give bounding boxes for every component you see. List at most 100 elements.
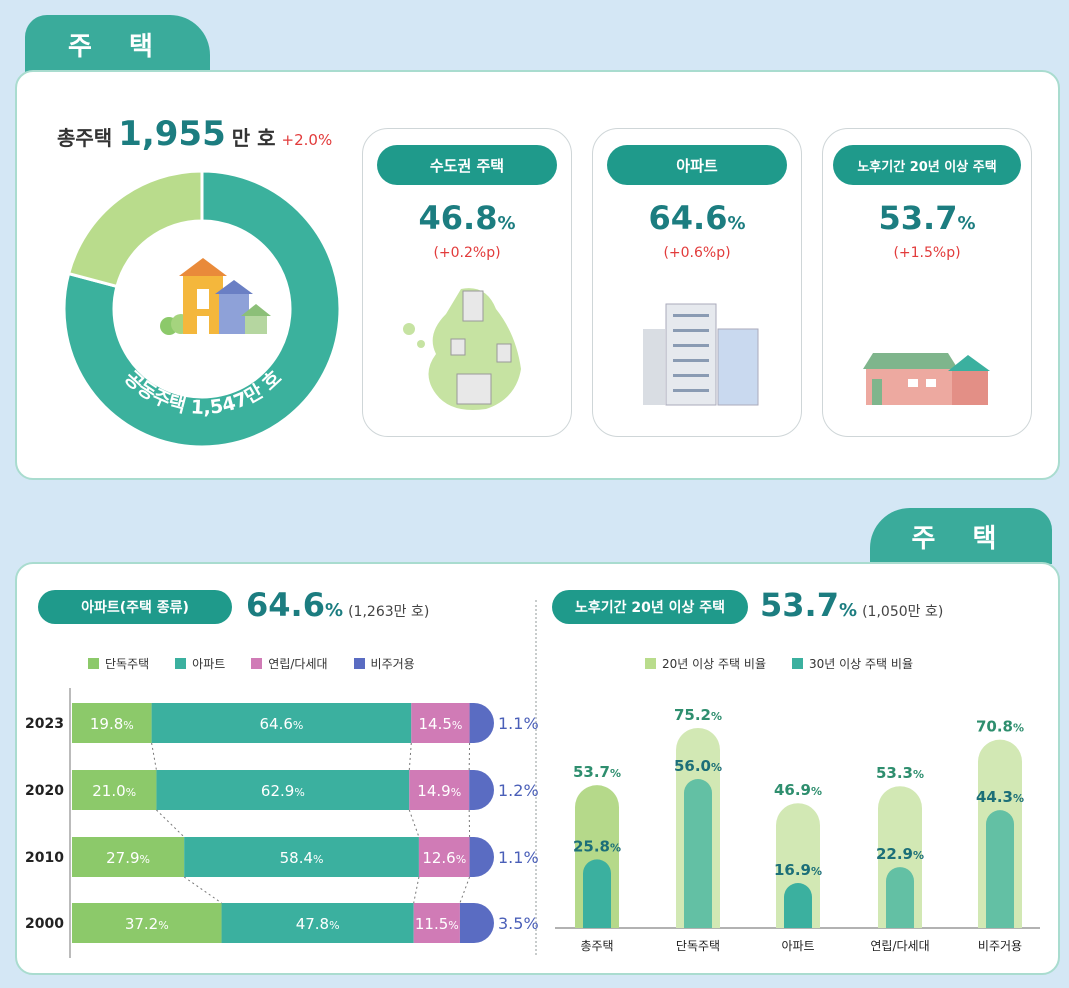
tab-title: 주 택	[68, 31, 167, 62]
category-label: 아파트	[781, 939, 814, 953]
housing-donut: 공동주택 1,547만 호	[62, 169, 342, 449]
legend-item: 단독주택	[88, 655, 149, 672]
bar	[986, 810, 1014, 928]
data-label: 25.8%	[573, 837, 621, 855]
data-label: 1.2%	[498, 781, 539, 800]
connector-line	[156, 809, 185, 838]
top-tab: 주 택	[25, 15, 210, 73]
connector-line	[151, 742, 157, 771]
data-label: 27.9%	[106, 849, 150, 867]
house-illustration-icon	[160, 258, 271, 335]
donut-slice	[66, 169, 204, 289]
left-legend: 단독주택 아파트 연립/다세대 비주거용	[88, 655, 415, 672]
card-title: 수도권 주택	[377, 145, 557, 185]
year-label: 2020	[25, 783, 64, 799]
data-label: 58.4%	[280, 849, 324, 867]
bar-segment	[221, 903, 414, 943]
bar	[784, 883, 812, 928]
legend-item: 20년 이상 주택 비율	[645, 655, 766, 672]
tab-title: 주 택	[911, 523, 1011, 554]
card-capital-area: 수도권 주택 46.8% (+0.2%p)	[362, 128, 572, 437]
legend-item: 아파트	[175, 655, 225, 672]
total-label: 총주택	[57, 126, 113, 150]
category-label: 비주거용	[978, 939, 1022, 953]
apartment-type-chart: 2023 19.8% 64.6% 14.5% 1.1% 2020 21.0% 62.9% 14.…	[25, 688, 539, 958]
card-value: 53.7%	[878, 199, 976, 237]
data-label: 46.9%	[774, 781, 822, 799]
bar-segment	[72, 703, 152, 743]
card-value: 64.6%	[648, 199, 746, 237]
card-apartment: 아파트 64.6% (+0.6%p)	[592, 128, 802, 437]
connector-line	[413, 876, 420, 904]
bar-segment	[72, 903, 222, 943]
bottom-tab: 주 택	[870, 508, 1052, 564]
card-value: 46.8%	[418, 199, 516, 237]
legend-item: 30년 이상 주택 비율	[792, 655, 913, 672]
data-label: 75.2%	[674, 706, 722, 724]
total-houses: 총주택 1,955 만 호 +2.0%	[57, 114, 332, 154]
data-label: 11.5%	[415, 915, 459, 933]
bar-segment	[409, 770, 470, 810]
data-label: 22.9%	[876, 845, 924, 863]
data-label: 44.3%	[976, 788, 1024, 806]
bar-segment	[413, 903, 460, 943]
bar-segment	[469, 770, 494, 810]
bar-segment	[469, 837, 494, 877]
total-unit: 만 호	[231, 126, 276, 150]
bar-segment	[72, 770, 157, 810]
data-label: 14.5%	[419, 715, 463, 733]
bar-segment	[469, 703, 494, 743]
data-label: 37.2%	[125, 915, 169, 933]
data-label: 14.9%	[417, 782, 461, 800]
card-change: (+0.2%p)	[433, 245, 501, 261]
donut-slice	[62, 169, 342, 449]
category-label: 총주택	[580, 939, 613, 953]
card-title: 아파트	[607, 145, 787, 185]
data-label: 53.7%	[573, 763, 621, 781]
data-label: 53.3%	[876, 764, 924, 782]
data-label: 1.1%	[498, 848, 539, 867]
apartment-type-pill: 아파트(주택 종류)	[38, 590, 232, 624]
year-label: 2000	[25, 916, 64, 932]
card-change: (+1.5%p)	[893, 245, 961, 261]
right-legend: 20년 이상 주택 비율 30년 이상 주택 비율	[645, 655, 913, 672]
card-title: 노후기간 20년 이상 주택	[833, 145, 1021, 185]
data-label: 1.1%	[498, 714, 539, 733]
data-label: 64.6%	[260, 715, 304, 733]
bar-segment	[156, 770, 410, 810]
aged-share: 53.7% (1,050만 호)	[760, 586, 944, 624]
category-label: 단독주택	[676, 939, 720, 953]
aged-housing-chart: 53.7% 25.8% 총주택 75.2% 56.0% 단독주택 46.9% 16.9% 아파트…	[555, 706, 1040, 953]
korea-map-icon	[403, 288, 521, 410]
bar-segment	[184, 837, 419, 877]
data-label: 56.0%	[674, 757, 722, 775]
old-house-icon	[863, 353, 990, 405]
bar-segment	[418, 837, 470, 877]
connector-line	[183, 876, 222, 904]
year-label: 2023	[25, 716, 64, 732]
data-label: 62.9%	[261, 782, 305, 800]
data-label: 21.0%	[92, 782, 136, 800]
data-label: 12.6%	[422, 849, 466, 867]
total-value: 1,955	[118, 114, 226, 154]
divider	[535, 600, 537, 955]
apartment-buildings-icon	[643, 303, 759, 406]
card-change: (+0.6%p)	[663, 245, 731, 261]
connector-line	[408, 809, 420, 838]
year-label: 2010	[25, 850, 64, 866]
data-label: 70.8%	[976, 718, 1024, 736]
bar-segment	[72, 837, 185, 877]
legend-item: 연립/다세대	[251, 655, 328, 672]
data-label: 16.9%	[774, 861, 822, 879]
legend-item: 비주거용	[353, 655, 415, 672]
bar	[583, 859, 611, 928]
connector-line	[459, 876, 471, 904]
bar-segment	[459, 903, 494, 943]
total-change: +2.0%	[281, 131, 333, 149]
data-label: 19.8%	[90, 715, 134, 733]
bar	[886, 867, 914, 928]
bar-segment	[411, 703, 470, 743]
data-label: 47.8%	[296, 915, 340, 933]
apartment-share: 64.6% (1,263만 호)	[246, 586, 430, 624]
aged-housing-pill: 노후기간 20년 이상 주택	[552, 590, 748, 624]
